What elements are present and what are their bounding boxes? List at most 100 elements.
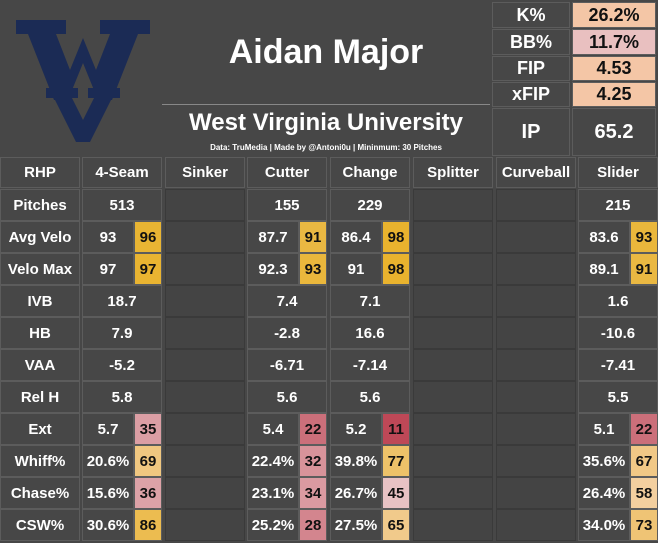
empty-cell [496,221,576,253]
value-cell: 5.2 [330,413,382,445]
empty-cell [496,509,576,541]
column-header: Change [330,157,410,188]
percentile-cell: 77 [382,445,410,477]
value-cell: 86.4 [330,221,382,253]
empty-cell [413,413,493,445]
empty-cell [413,381,493,413]
note: Data: TruMedia | Made by @Antoni0u | Min… [210,142,442,152]
value-cell: 92.3 [247,253,299,285]
empty-cell [496,349,576,381]
value-cell: 93 [82,221,134,253]
value-cell: 97 [82,253,134,285]
percentile-cell: 22 [299,413,327,445]
logo [16,20,150,142]
percentile-cell: 96 [134,221,162,253]
percentile-cell: 69 [134,445,162,477]
empty-cell [496,381,576,413]
ip-label: IP [492,108,570,156]
value-cell: -7.14 [330,349,410,381]
stat-value: 4.53 [572,56,656,81]
row-label: Avg Velo [0,221,80,253]
percentile-cell: 91 [630,253,658,285]
empty-cell [496,189,576,221]
empty-cell [165,445,245,477]
percentile-cell: 65 [382,509,410,541]
school: West Virginia University [162,104,490,140]
empty-cell [165,221,245,253]
value-cell: 25.2% [247,509,299,541]
percentile-cell: 11 [382,413,410,445]
value-cell: 1.6 [578,285,658,317]
percentile-cell: 32 [299,445,327,477]
row-label: Pitches [0,189,80,221]
value-cell: 5.6 [330,381,410,413]
stat-value: 26.2% [572,2,656,28]
value-cell: 26.4% [578,477,630,509]
value-cell: 15.6% [82,477,134,509]
row-label: HB [0,317,80,349]
value-cell: 18.7 [82,285,162,317]
percentile-cell: 34 [299,477,327,509]
value-cell: -6.71 [247,349,327,381]
percentile-cell: 93 [630,221,658,253]
column-header: Curveball [496,157,576,188]
column-header: Cutter [247,157,327,188]
empty-cell [413,477,493,509]
value-cell: 155 [247,189,327,221]
value-cell: 5.8 [82,381,162,413]
empty-cell [165,253,245,285]
empty-cell [165,509,245,541]
percentile-cell: 98 [382,253,410,285]
ip-value: 65.2 [572,108,656,156]
value-cell: 20.6% [82,445,134,477]
value-cell: -2.8 [247,317,327,349]
value-cell: 5.5 [578,381,658,413]
value-cell: 229 [330,189,410,221]
value-cell: 5.7 [82,413,134,445]
value-cell: 7.4 [247,285,327,317]
empty-cell [496,477,576,509]
stat-value: 4.25 [572,82,656,107]
row-label: Chase% [0,477,80,509]
value-cell: 26.7% [330,477,382,509]
value-cell: -10.6 [578,317,658,349]
value-cell: 7.9 [82,317,162,349]
percentile-cell: 22 [630,413,658,445]
percentile-cell: 58 [630,477,658,509]
value-cell: 513 [82,189,162,221]
percentile-cell: 98 [382,221,410,253]
value-cell: 16.6 [330,317,410,349]
value-cell: 30.6% [82,509,134,541]
empty-cell [413,221,493,253]
value-cell: 5.1 [578,413,630,445]
column-header: Splitter [413,157,493,188]
empty-cell [413,349,493,381]
empty-cell [165,413,245,445]
column-header: Slider [578,157,658,188]
value-cell: 89.1 [578,253,630,285]
empty-cell [165,285,245,317]
value-cell: 22.4% [247,445,299,477]
value-cell: 34.0% [578,509,630,541]
empty-cell [165,381,245,413]
empty-cell [496,445,576,477]
percentile-cell: 35 [134,413,162,445]
row-label: IVB [0,285,80,317]
percentile-cell: 97 [134,253,162,285]
empty-cell [165,477,245,509]
value-cell: -5.2 [82,349,162,381]
value-cell: 27.5% [330,509,382,541]
value-cell: 39.8% [330,445,382,477]
percentile-cell: 91 [299,221,327,253]
empty-cell [165,189,245,221]
value-cell: 23.1% [247,477,299,509]
value-cell: 87.7 [247,221,299,253]
stat-label: K% [492,2,570,28]
value-cell: 5.6 [247,381,327,413]
percentile-cell: 67 [630,445,658,477]
row-label: Rel H [0,381,80,413]
stat-value: 11.7% [572,29,656,55]
value-cell: 91 [330,253,382,285]
value-cell: -7.41 [578,349,658,381]
empty-cell [413,445,493,477]
